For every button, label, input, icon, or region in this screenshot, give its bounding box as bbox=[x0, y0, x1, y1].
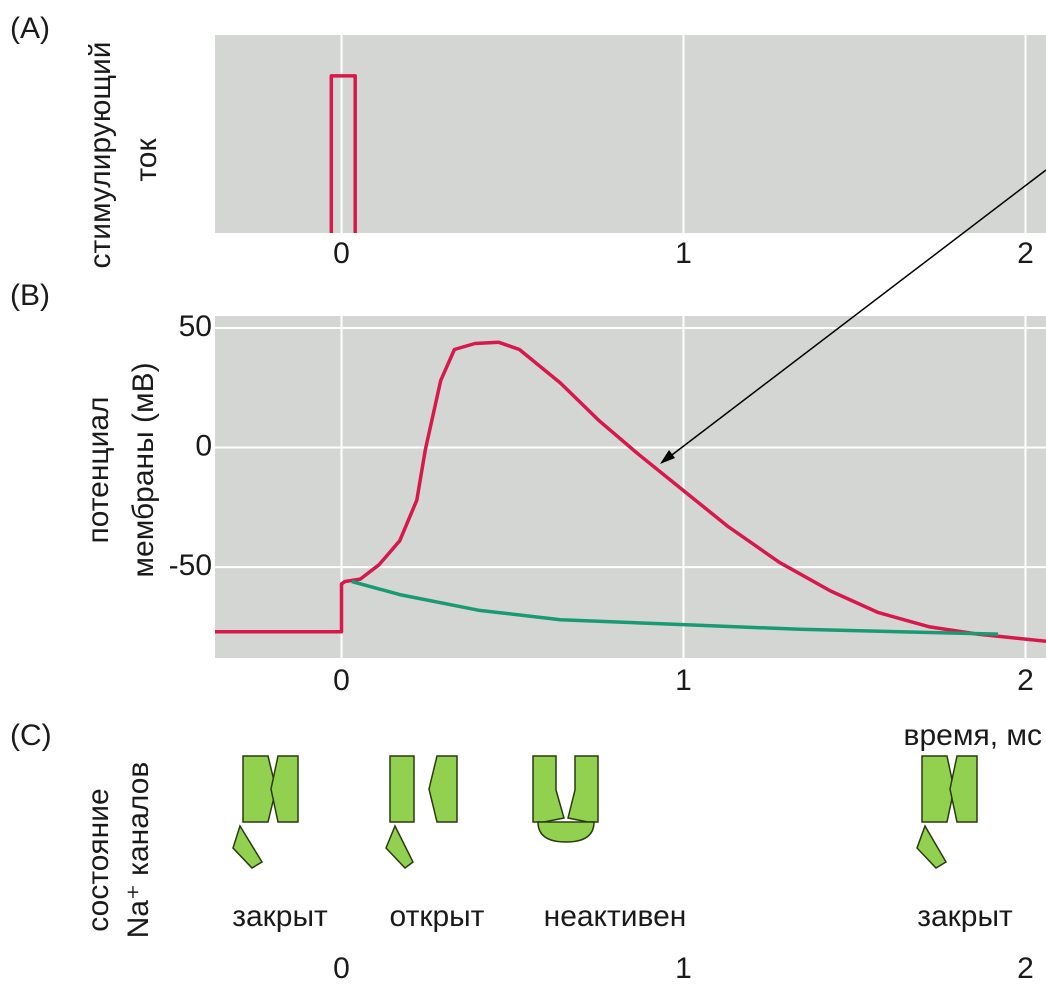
plot-area-b bbox=[215, 316, 1046, 658]
x-tick-label: 1 bbox=[675, 664, 692, 697]
panel-label: (A) bbox=[10, 12, 50, 45]
y-label: Na⁺ каналов bbox=[122, 762, 155, 939]
y-label: потенциал bbox=[82, 396, 115, 543]
plot-area-a bbox=[215, 35, 1046, 233]
y-tick-label: 50 bbox=[179, 310, 212, 343]
y-label: состояние bbox=[82, 788, 115, 931]
x-tick-label: 0 bbox=[333, 237, 350, 270]
x-tick-label: 2 bbox=[1017, 952, 1034, 985]
y-label: стимулирующий bbox=[84, 41, 117, 268]
y-label: ток bbox=[130, 138, 163, 182]
state-label: открыт bbox=[390, 900, 485, 933]
x-tick-label: 1 bbox=[675, 952, 692, 985]
x-tick-label: 0 bbox=[333, 952, 350, 985]
state-label: закрыт bbox=[917, 900, 1013, 933]
y-tick-label: -50 bbox=[169, 549, 212, 582]
y-label: мембраны (мВ) bbox=[127, 362, 160, 577]
x-tick-label: 0 bbox=[333, 664, 350, 697]
y-tick-label: 0 bbox=[195, 429, 212, 462]
state-label: неактивен bbox=[544, 900, 687, 933]
figure: (A) (B) (C) стимулирующий ток потенциал … bbox=[0, 0, 1046, 989]
channel-icons bbox=[233, 756, 977, 868]
x-tick-label: 2 bbox=[1017, 664, 1034, 697]
x-label: время, мс bbox=[904, 719, 1042, 752]
x-tick-label: 1 bbox=[675, 237, 692, 270]
panel-label: (B) bbox=[10, 279, 50, 312]
state-label: закрыт bbox=[232, 900, 328, 933]
panel-label: (C) bbox=[10, 719, 52, 752]
x-tick-label: 2 bbox=[1017, 237, 1034, 270]
